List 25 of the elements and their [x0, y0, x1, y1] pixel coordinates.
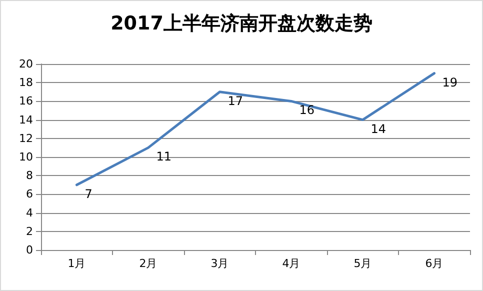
- chart-title: 2017上半年济南开盘次数走势: [110, 12, 372, 34]
- data-label: 16: [299, 103, 315, 118]
- data-label: 14: [370, 122, 386, 136]
- line-series: [76, 72, 436, 186]
- y-tick-label: 10: [19, 150, 33, 164]
- y-tick-label: 18: [19, 76, 33, 90]
- data-label: 7: [84, 186, 92, 201]
- y-tick-label: 2: [26, 224, 33, 238]
- y-tick-label: 12: [19, 132, 33, 145]
- y-tick-label: 4: [26, 206, 33, 220]
- y-tick-label: 14: [19, 113, 33, 126]
- data-label: 11: [156, 150, 172, 164]
- x-tick-label: 3月: [210, 257, 229, 270]
- x-tick-label: 5月: [354, 257, 372, 270]
- y-tick-label: 6: [26, 188, 33, 201]
- x-tick-label: 4月: [282, 257, 300, 270]
- data-label: 17: [228, 94, 244, 108]
- y-tick-label: 16: [19, 94, 33, 108]
- x-tick-label: 2月: [139, 257, 158, 270]
- y-tick-label: 0: [26, 244, 33, 256]
- y-tick-label: 8: [26, 169, 33, 182]
- x-tick-label: 1月: [68, 257, 86, 270]
- x-tick-label: 6月: [425, 257, 444, 270]
- y-tick-label: 20: [19, 58, 33, 70]
- data-label: 19: [442, 75, 458, 90]
